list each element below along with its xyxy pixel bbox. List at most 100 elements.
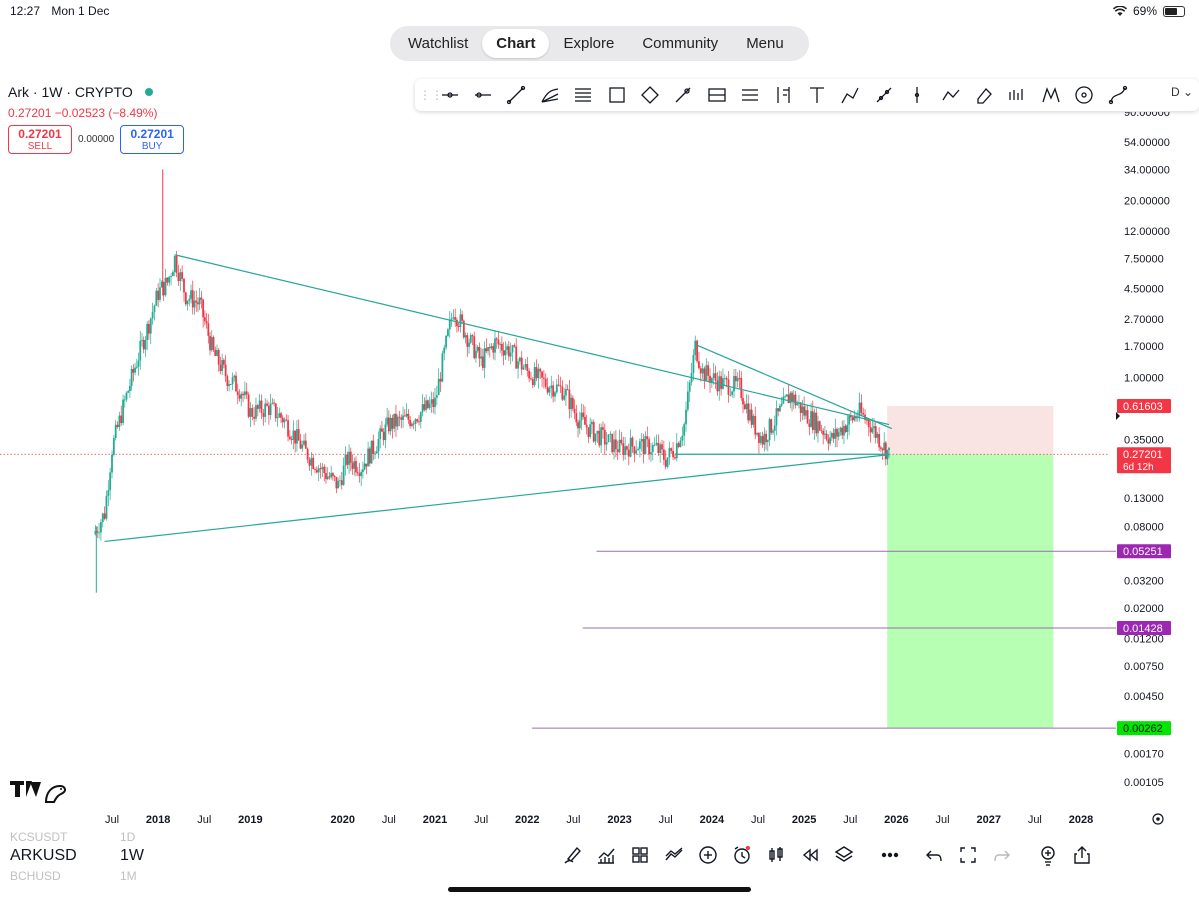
buy-button[interactable]: 0.27201 BUY [120, 125, 185, 154]
ideas-icon[interactable] [1031, 842, 1065, 868]
candle-body [832, 433, 835, 439]
indicators-icon[interactable] [589, 842, 623, 868]
parallel-channel-icon[interactable] [567, 81, 600, 109]
candle-body [501, 343, 503, 351]
replay-icon[interactable] [793, 842, 827, 868]
alert-icon[interactable] [725, 842, 759, 868]
quick-symbol-row[interactable]: BCHUSD 1M [10, 869, 170, 883]
quick-symbol-row[interactable]: ARKUSD 1W [10, 843, 170, 869]
text-icon[interactable] [800, 81, 833, 109]
candle-body [233, 375, 236, 378]
fib-extension-icon[interactable] [734, 81, 767, 109]
vertical-line-icon[interactable] [900, 81, 933, 109]
candle-body [450, 318, 453, 320]
candle-body [787, 394, 790, 404]
candle-body [149, 318, 152, 334]
fib-retracement-icon[interactable] [700, 81, 733, 109]
candle-body [594, 433, 597, 442]
measure-icon[interactable] [867, 81, 900, 109]
position-reward-zone[interactable] [887, 454, 1054, 729]
x-axis-tick-label: Jul [566, 814, 580, 826]
quick-symbol-row[interactable]: KCSUSDT 1D [10, 830, 170, 844]
curve-icon[interactable] [1101, 81, 1134, 109]
candle-body [191, 290, 194, 308]
trend-line[interactable] [104, 454, 890, 543]
candle-body [405, 413, 408, 417]
candle-body [650, 452, 652, 455]
position-risk-zone[interactable] [887, 405, 1054, 455]
compare-icon[interactable] [657, 842, 691, 868]
candle-body [333, 475, 336, 477]
tab-community[interactable]: Community [642, 35, 719, 52]
candle-body [448, 319, 451, 330]
brush-icon[interactable] [667, 81, 700, 109]
eraser-icon[interactable] [967, 81, 1000, 109]
tab-watchlist[interactable]: Watchlist [408, 35, 469, 52]
fib-timezone-icon[interactable] [767, 81, 800, 109]
rectangle-icon[interactable] [600, 81, 633, 109]
candle-body [127, 391, 130, 393]
y-axis-tick-label: 0.00105 [1124, 777, 1164, 789]
candle-body [813, 412, 816, 430]
x-axis-tick-label: 2024 [700, 814, 725, 826]
horizontal-ray-icon[interactable] [466, 81, 499, 109]
y-axis-tick-label: 0.00170 [1124, 749, 1164, 761]
pattern-icon[interactable] [1034, 81, 1067, 109]
interval-selector[interactable]: D ⌄ [1170, 85, 1193, 99]
pen-icon[interactable] [834, 81, 867, 109]
x-axis-tick-label: 2026 [884, 814, 908, 826]
trend-line[interactable] [695, 343, 893, 430]
candle-body [120, 415, 123, 424]
path-icon[interactable] [934, 81, 967, 109]
candle-body [592, 421, 595, 442]
templates-icon[interactable] [623, 842, 657, 868]
tab-explore[interactable]: Explore [563, 35, 615, 52]
chart-settings-icon[interactable] [1152, 813, 1164, 825]
y-axis-tick-label: 0.03200 [1124, 575, 1164, 587]
candle-body [806, 410, 809, 424]
volume-profile-icon[interactable] [1001, 81, 1034, 109]
x-axis-tick-label: 2023 [607, 814, 631, 826]
candle-body [817, 421, 819, 434]
price-axis-label [1117, 447, 1171, 474]
share-icon[interactable] [1065, 842, 1099, 868]
candle-body [94, 530, 97, 535]
circle-icon[interactable] [1067, 81, 1100, 109]
tab-menu[interactable]: Menu [746, 35, 784, 52]
y-axis-tick-label: 0.00450 [1124, 691, 1164, 703]
ellipse-icon[interactable] [633, 81, 666, 109]
candle-body [622, 443, 625, 455]
trend-line-icon[interactable] [500, 81, 533, 109]
drawing-tools-icon[interactable] [555, 842, 589, 868]
candle-body [554, 392, 556, 397]
candle-body [170, 276, 172, 277]
candle-body [184, 292, 187, 305]
candle-body [804, 410, 807, 416]
pitchfork-icon[interactable] [533, 81, 566, 109]
chart-settings-icon [1156, 817, 1160, 821]
candle-body [607, 434, 610, 443]
candle-body [686, 391, 689, 410]
tab-chart[interactable]: Chart [482, 29, 550, 58]
layers-icon[interactable] [827, 842, 861, 868]
y-axis-tick-label: 12.00000 [1124, 226, 1170, 238]
price-chart[interactable]: 90.00000 54.00000 34.00000 20.00000 12.00000… [0, 112, 1199, 830]
home-indicator [448, 887, 751, 892]
add-icon[interactable] [691, 842, 725, 868]
candle-body [153, 305, 156, 313]
candle-type-icon[interactable] [759, 842, 793, 868]
toolbar-grip-icon[interactable]: ⋮⋮ [419, 88, 443, 102]
crosshair-icon[interactable] [433, 81, 466, 109]
more-icon[interactable] [873, 842, 907, 868]
candle-body [657, 442, 660, 453]
bottom-toolbar [555, 842, 1099, 868]
sell-button[interactable]: 0.27201 SELL [8, 125, 72, 154]
candle-body [416, 419, 419, 422]
redo-icon[interactable] [985, 842, 1019, 868]
candle-body [236, 391, 239, 395]
candle-body [530, 378, 532, 380]
trend-line[interactable] [174, 254, 890, 426]
symbol-title[interactable]: Ark · 1W · CRYPTO [8, 84, 133, 100]
undo-icon[interactable] [917, 842, 951, 868]
fullscreen-icon[interactable] [951, 842, 985, 868]
